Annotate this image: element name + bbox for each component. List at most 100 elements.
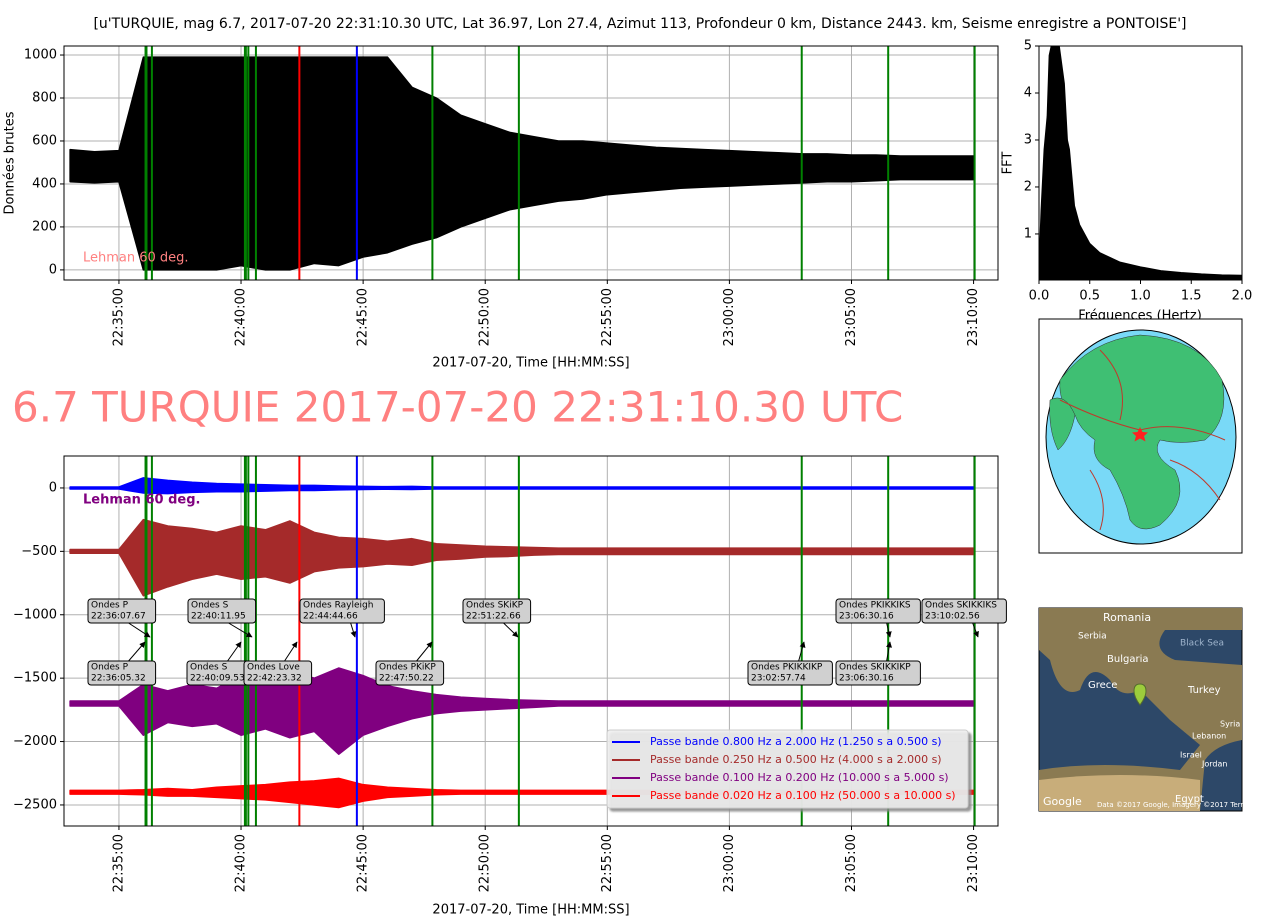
- plot-content: [69, 46, 976, 280]
- annotation-time: 22:40:11.95: [191, 612, 246, 622]
- y-axis-label: FFT: [1001, 152, 1016, 175]
- waveform: [69, 518, 975, 597]
- annotation-box: [87, 660, 157, 686]
- globe-map: [1038, 318, 1243, 554]
- x-tick-label: 22:40:00: [234, 288, 249, 346]
- annotation-time: 22:51:22.66: [466, 612, 521, 622]
- annotation-arrow: [128, 641, 146, 662]
- map-label: Israel: [1180, 751, 1202, 760]
- map-label: Data ©2017 Google, Imagery ©2017 TerraMe…: [1097, 801, 1273, 809]
- x-tick-label: 22:55:00: [600, 288, 615, 346]
- annotation-label: Ondes PKiKP: [379, 663, 436, 673]
- phase-annotation: Ondes P22:36:05.32: [87, 641, 157, 686]
- globe-land: [1049, 397, 1076, 451]
- annotation-time: 23:02:57.74: [751, 674, 806, 684]
- y-tick-label: 0: [49, 480, 57, 495]
- annotation-arrow: [886, 641, 893, 662]
- spectrum: [1039, 46, 1242, 280]
- annotation-arrow: [972, 622, 979, 638]
- annotation-time: 22:36:07.67: [91, 612, 146, 622]
- annotation-label: Ondes SKIKKIKP: [839, 663, 911, 673]
- y-tick-label: 1: [1024, 226, 1032, 241]
- x-tick-label: 23:00:00: [722, 834, 737, 892]
- annotation-time: 23:10:02.56: [925, 612, 980, 622]
- map-label: Google: [1043, 795, 1082, 808]
- annotation-time: 22:40:09.53: [190, 674, 245, 684]
- x-axis-label: 2017-07-20, Time [HH:MM:SS]: [432, 903, 629, 918]
- annotation-label: Ondes SKIKKIKS: [925, 601, 997, 611]
- y-tick-label: 1000: [24, 48, 57, 63]
- annotation-label: Ondes Love: [247, 663, 300, 673]
- annotation-label: Ondes PKIKKIKP: [751, 663, 823, 673]
- x-tick-label: 1.5: [1181, 289, 1202, 304]
- x-tick-label: 2.0: [1232, 289, 1253, 304]
- phase-annotation: Ondes P22:36:07.67: [87, 598, 157, 638]
- annotation-time: 22:47:50.22: [379, 674, 434, 684]
- annotation-label: Ondes PKIKKIKS: [839, 601, 911, 611]
- annotation-arrow: [128, 622, 151, 638]
- annotation: Lehman 60 deg.: [83, 493, 200, 508]
- legend-label: Passe bande 0.800 Hz a 2.000 Hz (1.250 s…: [650, 735, 942, 748]
- phase-annotation: Ondes S22:40:09.53: [186, 641, 256, 686]
- map-label: Black Sea: [1180, 639, 1224, 649]
- annotation-label: Ondes Rayleigh: [303, 601, 373, 611]
- plot-content: [1039, 46, 1242, 280]
- map-label: Romania: [1103, 611, 1151, 624]
- figure-title: [u'TURQUIE, mag 6.7, 2017-07-20 22:31:10…: [93, 16, 1186, 32]
- annotation-arrow: [350, 622, 357, 638]
- y-tick-label: −1500: [13, 671, 57, 686]
- y-tick-label: 600: [32, 133, 57, 148]
- x-axis-label: 2017-07-20, Time [HH:MM:SS]: [432, 356, 629, 371]
- chart: 22:35:00 22:40:00 22:45:00 22:50:00 22:55:00…: [3, 45, 999, 371]
- x-tick-label: 0.0: [1029, 289, 1050, 304]
- x-tick-label: 23:00:00: [722, 288, 737, 346]
- epicenter-pin: [1133, 683, 1147, 706]
- x-tick-label: 22:35:00: [111, 834, 126, 892]
- headline: 6.7 TURQUIE 2017-07-20 22:31:10.30 UTC: [12, 383, 903, 432]
- y-tick-label: 4: [1024, 85, 1032, 100]
- legend: Passe bande 0.800 Hz a 2.000 Hz (1.250 s…: [606, 729, 969, 809]
- annotation-arrow: [885, 622, 892, 638]
- y-tick-label: 400: [32, 176, 57, 191]
- annotation-box: [462, 598, 532, 624]
- y-tick-label: 800: [32, 91, 57, 106]
- charts: 22:35:00 22:40:00 22:45:00 22:50:00 22:55:00…: [3, 39, 1253, 918]
- annotation-arrow: [503, 622, 519, 638]
- x-tick-label: 23:05:00: [844, 288, 859, 346]
- plot-frame: [63, 45, 999, 281]
- annotation-box: [835, 598, 921, 624]
- x-tick-label: 22:55:00: [600, 834, 615, 892]
- y-tick-label: −500: [21, 544, 57, 559]
- satellite-map: Romania Serbia Black Sea Bulgaria Grece Turke…: [1038, 607, 1273, 812]
- y-tick-label: 3: [1024, 132, 1032, 147]
- x-tick-label: 22:50:00: [478, 834, 493, 892]
- map-label: Bulgaria: [1107, 654, 1148, 665]
- annotation-box: [375, 660, 445, 686]
- y-tick-label: 0: [49, 262, 57, 277]
- y-tick-label: 200: [32, 219, 57, 234]
- annotation-time: 23:06:30.16: [839, 674, 894, 684]
- x-tick-label: 23:10:00: [966, 288, 981, 346]
- legend-label: Passe bande 0.250 Hz a 0.500 Hz (4.000 s…: [650, 753, 942, 766]
- annotation: Lehman 60 deg.: [83, 251, 189, 266]
- annotation-time: 22:42:23.32: [247, 674, 302, 684]
- y-axis-label: Données brutes: [3, 111, 18, 214]
- map-label: Grece: [1088, 680, 1117, 691]
- legend-label: Passe bande 0.020 Hz a 0.100 Hz (50.000 …: [650, 789, 956, 802]
- map-label: Serbia: [1078, 632, 1107, 642]
- annotation-arrow: [798, 641, 806, 662]
- annotation-arrow: [416, 641, 433, 662]
- chart: 22:35:00 22:40:00 22:45:00 22:50:00 22:55:00…: [13, 455, 1007, 918]
- y-tick-label: 2: [1024, 179, 1032, 194]
- annotation-time: 22:44:44.66: [303, 612, 358, 622]
- map-label: Egypt: [1175, 794, 1204, 805]
- x-tick-label: 22:40:00: [234, 834, 249, 892]
- annotation-box: [87, 598, 157, 624]
- map-label: Lebanon: [1192, 732, 1226, 741]
- annotation-box: [921, 598, 1007, 624]
